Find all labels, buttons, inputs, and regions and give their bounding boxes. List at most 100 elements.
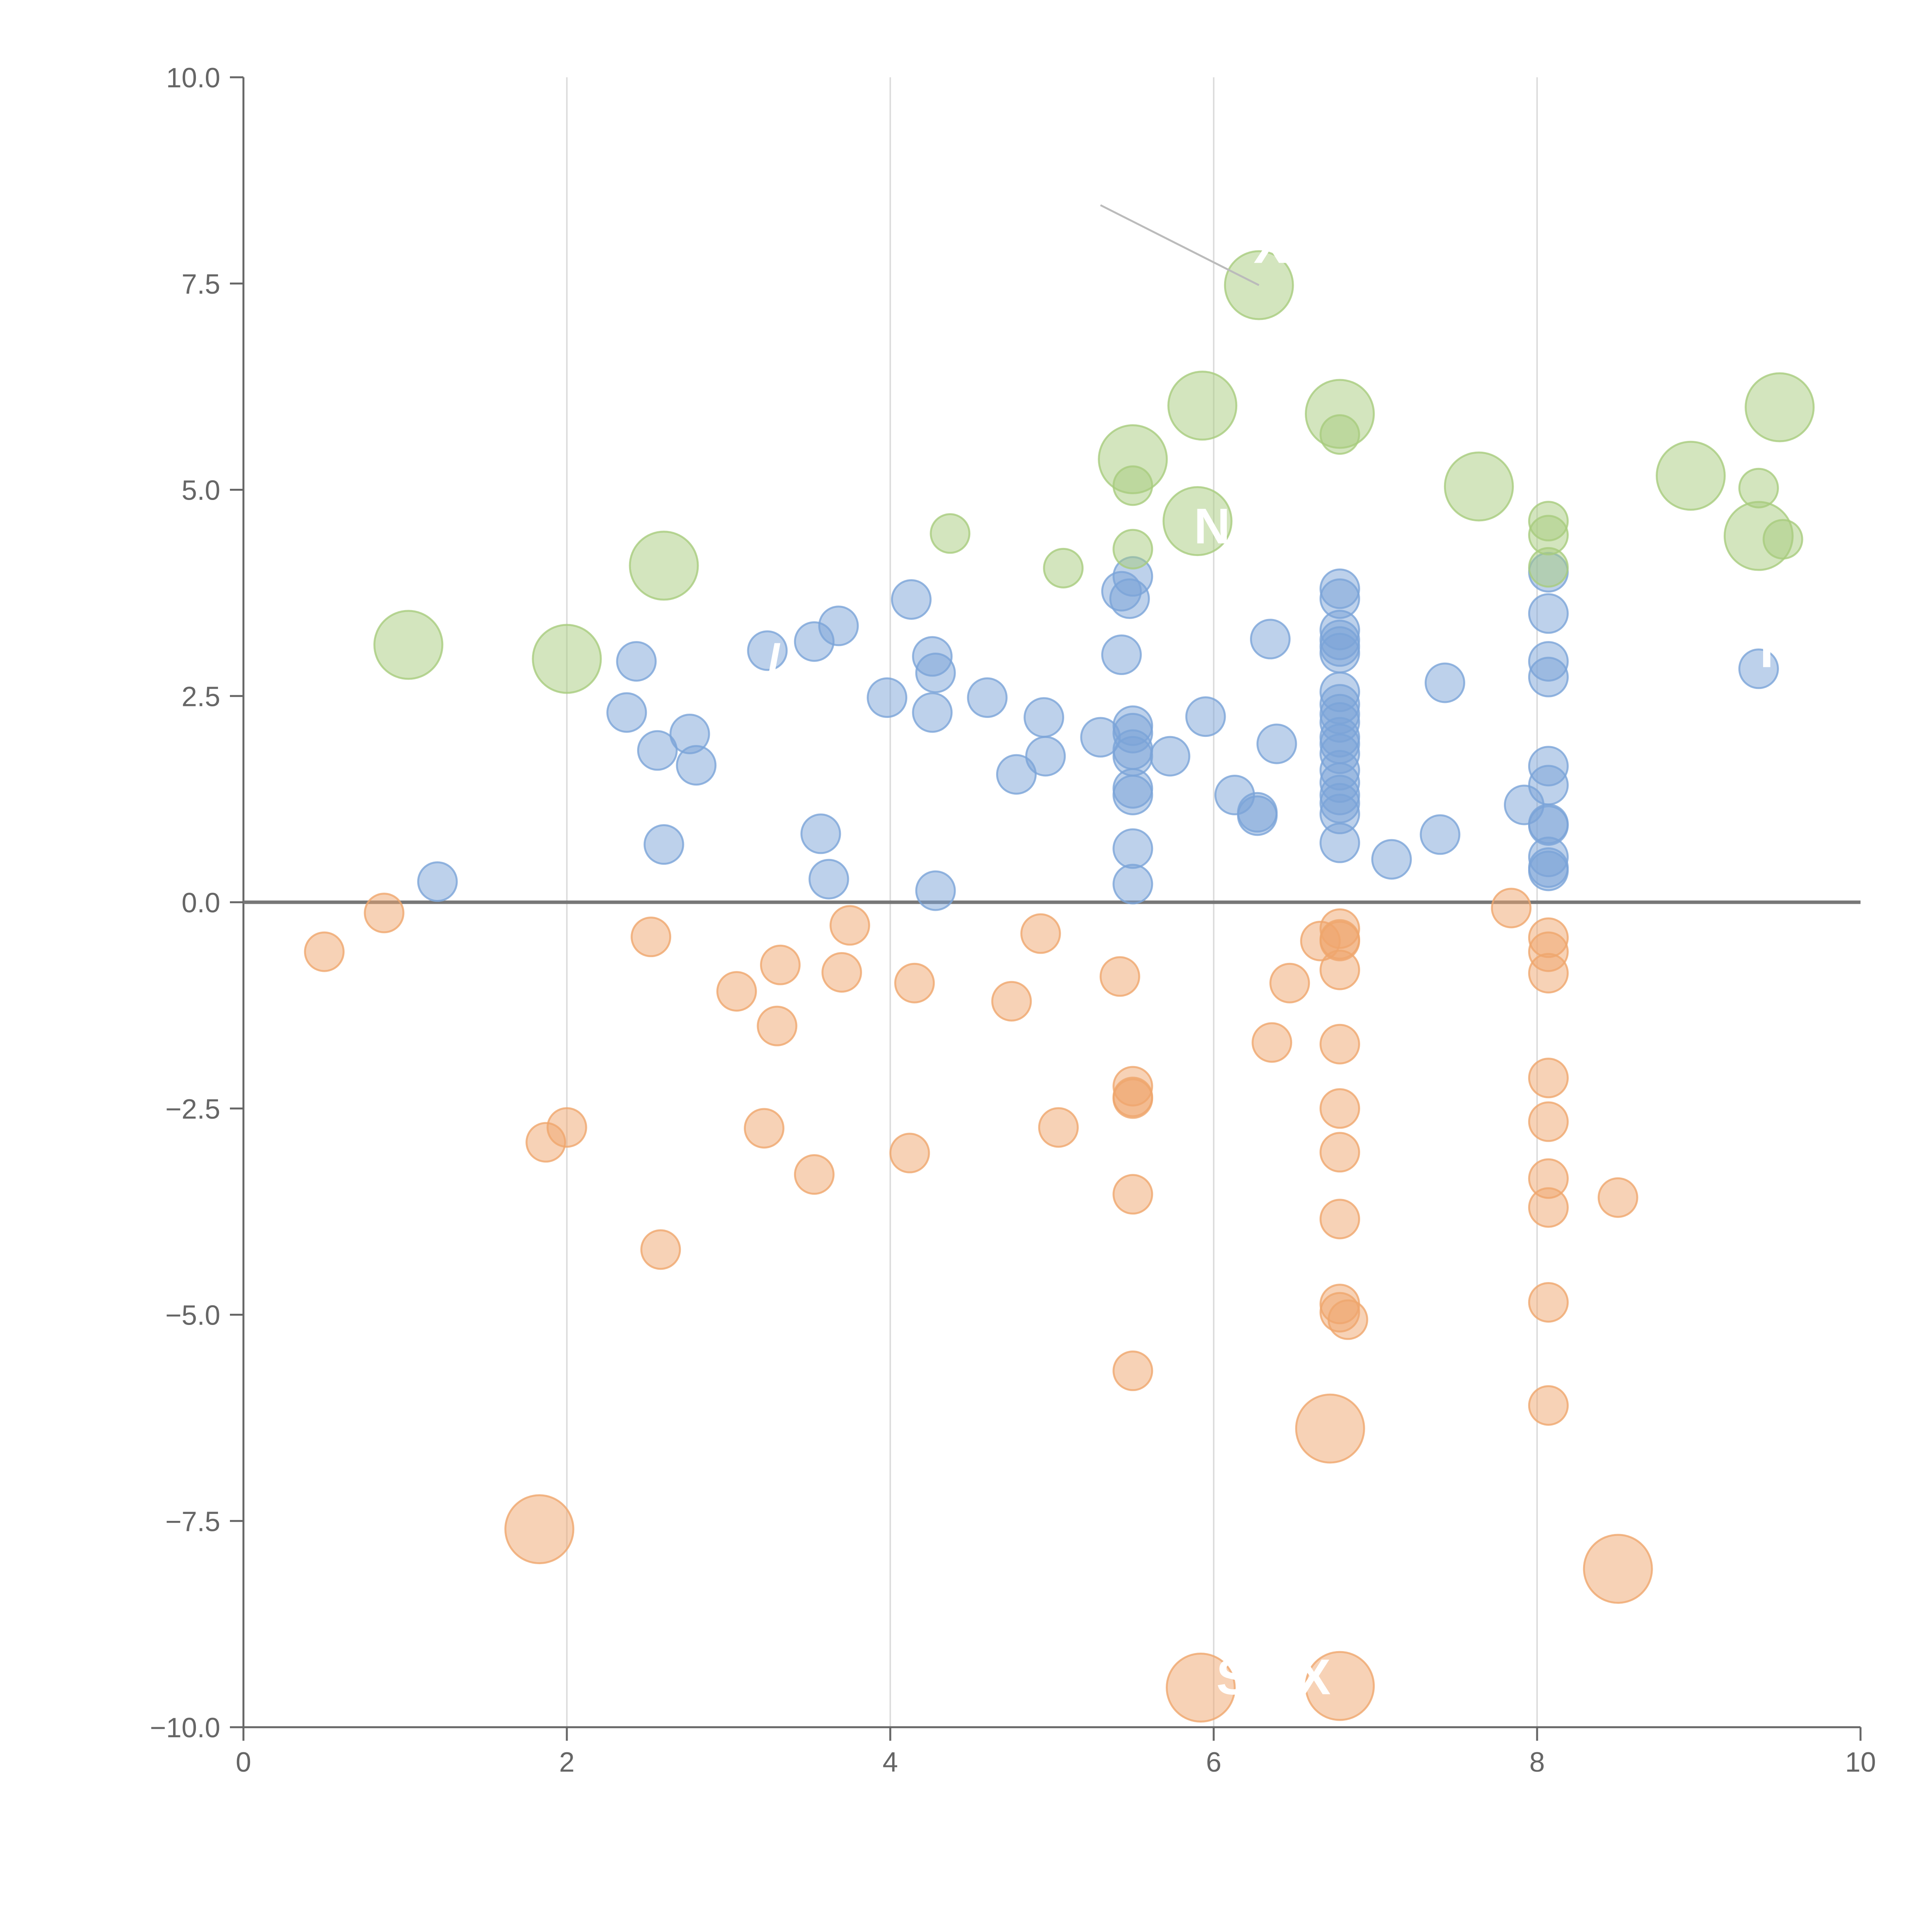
- point-highlight-20: [1745, 372, 1815, 442]
- point-positive-32: [1112, 774, 1153, 815]
- point-negative-37: [1327, 1299, 1368, 1340]
- x-tick-label: 0: [236, 1747, 251, 1778]
- point-positive-61: [1371, 839, 1412, 880]
- data-points: [304, 250, 1815, 1723]
- point-negative-34: [1319, 1199, 1360, 1240]
- point-negative-32: [1319, 1088, 1360, 1129]
- point-positive-11: [818, 605, 859, 646]
- point-positive-17: [915, 870, 956, 911]
- point-highlight-8: [1162, 486, 1233, 556]
- point-negative-large-0: [504, 1494, 575, 1565]
- point-negative-5: [640, 1229, 681, 1270]
- point-negative-21: [1112, 1078, 1153, 1119]
- point-negative-18: [1099, 956, 1140, 997]
- point-positive-34: [1112, 864, 1153, 905]
- point-positive-76: [1738, 648, 1779, 689]
- x-tick-label: 4: [883, 1747, 898, 1778]
- point-positive-15: [915, 652, 956, 693]
- point-highlight-1: [532, 624, 602, 694]
- y-tick-label: 2.5: [182, 681, 220, 712]
- point-highlight-13: [1444, 451, 1514, 522]
- point-positive-26: [1109, 578, 1150, 619]
- point-positive-12: [867, 677, 908, 718]
- y-tick-label: −10.0: [150, 1713, 220, 1743]
- point-negative-12: [829, 905, 870, 946]
- point-annotation-0: X: [1253, 217, 1287, 274]
- point-negative-large-1: [1295, 1393, 1365, 1464]
- point-annotation-5: /: [767, 634, 781, 690]
- point-positive-47: [1319, 633, 1360, 673]
- point-negative-24: [1252, 1022, 1293, 1063]
- point-negative-45: [1528, 1187, 1569, 1228]
- point-negative-33: [1319, 1132, 1360, 1173]
- point-positive-6: [676, 745, 717, 786]
- point-positive-7: [747, 630, 788, 671]
- point-positive-33: [1112, 828, 1153, 869]
- point-negative-38: [1491, 888, 1532, 929]
- point-negative-41: [1528, 953, 1569, 994]
- point-negative-6: [716, 971, 757, 1012]
- point-negative-large-3: [1304, 1651, 1375, 1721]
- point-negative-17: [1038, 1107, 1079, 1148]
- point-positive-75: [1528, 850, 1569, 891]
- point-negative-48: [1597, 1177, 1638, 1218]
- point-positive-21: [1025, 736, 1066, 777]
- point-annotation-3: S: [1216, 1649, 1250, 1705]
- point-negative-9: [760, 944, 801, 985]
- point-negative-47: [1528, 1385, 1569, 1426]
- point-positive-4: [643, 824, 684, 865]
- leader-line: [1100, 204, 1260, 286]
- point-positive-2: [616, 641, 657, 682]
- y-tick-label: −2.5: [165, 1094, 220, 1125]
- point-highlight-16: [1528, 547, 1569, 588]
- point-negative-22: [1112, 1174, 1153, 1215]
- point-highlight-7: [1112, 529, 1153, 570]
- point-positive-40: [1250, 619, 1291, 660]
- point-negative-4: [631, 917, 672, 957]
- point-positive-18: [967, 677, 1008, 718]
- y-tick-label: 5.0: [182, 475, 220, 506]
- point-negative-31: [1319, 1024, 1360, 1065]
- point-positive-39: [1237, 795, 1278, 836]
- point-highlight-12: [1319, 414, 1360, 455]
- point-negative-16: [1020, 913, 1061, 954]
- point-highlight-2: [629, 531, 699, 601]
- point-positive-60: [1319, 822, 1360, 863]
- x-tick-label: 6: [1206, 1747, 1221, 1778]
- point-annotation-2: E: [1464, 403, 1497, 459]
- point-highlight-9: [1167, 371, 1238, 441]
- point-positive-16: [912, 692, 953, 733]
- point-positive-20: [1024, 697, 1065, 738]
- point-positive-36: [1185, 696, 1226, 737]
- x-tick-label: 2: [559, 1747, 575, 1778]
- y-tick-label: 10.0: [166, 63, 220, 94]
- point-positive-1: [606, 692, 647, 733]
- point-negative-large-2: [1166, 1653, 1236, 1723]
- point-highlight-6: [1112, 465, 1153, 506]
- point-negative-7: [744, 1108, 785, 1149]
- point-negative-8: [757, 1005, 798, 1046]
- x-tick-label: 10: [1845, 1747, 1876, 1778]
- y-tick-label: 0.0: [182, 888, 220, 918]
- point-positive-41: [1256, 723, 1297, 764]
- point-positive-0: [417, 861, 458, 902]
- point-negative-23: [1112, 1350, 1153, 1391]
- point-negative-10: [794, 1154, 835, 1195]
- point-annotation-1: N: [1194, 498, 1230, 554]
- point-negative-large-4: [1583, 1534, 1653, 1604]
- point-positive-68: [1528, 656, 1569, 697]
- point-highlight-21: [1762, 519, 1803, 560]
- point-negative-11: [821, 952, 862, 993]
- point-positive-66: [1528, 593, 1569, 634]
- point-highlight-17: [1656, 440, 1726, 511]
- y-tick-label: 7.5: [182, 269, 220, 300]
- point-negative-46: [1528, 1282, 1569, 1323]
- point-positive-9: [800, 813, 841, 854]
- point-negative-3: [546, 1107, 587, 1148]
- axes: 0 2 4 6 8 10 10.0 7.5 5.0 2.5 0.0 −2.5 −5.0 −7.5 −10.0: [150, 63, 1876, 1778]
- point-annotation-6: I: [1760, 622, 1774, 678]
- point-highlight-4: [1043, 548, 1084, 588]
